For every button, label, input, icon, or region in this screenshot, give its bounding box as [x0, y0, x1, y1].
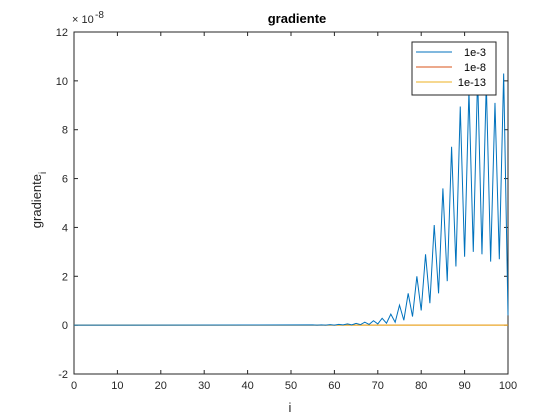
- y-tick-label: 8: [62, 125, 68, 137]
- y-tick-label: 12: [56, 27, 68, 39]
- legend-label: 1e-13: [458, 77, 486, 89]
- x-tick-label: 30: [198, 380, 210, 392]
- y-tick-label: 2: [62, 271, 68, 283]
- y-tick-label: 0: [62, 320, 68, 332]
- y-exponent-base: × 10: [72, 14, 94, 26]
- x-tick-label: 100: [499, 380, 517, 392]
- x-tick-label: 10: [111, 380, 123, 392]
- x-tick-label: 60: [328, 380, 340, 392]
- series-layer: [73, 73, 509, 326]
- x-tick-label: 0: [71, 380, 77, 392]
- x-tick-label: 50: [285, 380, 297, 392]
- y-tick-label: -2: [58, 369, 68, 381]
- y-axis-label: gradientei: [29, 172, 49, 228]
- y-exponent-power: -8: [95, 10, 104, 21]
- series-line-1e-3: [73, 73, 509, 326]
- y-axis-label-subscript: i: [38, 172, 49, 174]
- svg-text:gradientei: gradientei: [29, 172, 49, 228]
- x-axis-ticks: 0 10 20 30 40 50 60 70 80 90 100: [71, 32, 517, 392]
- x-tick-label: 70: [372, 380, 384, 392]
- y-tick-label: 4: [62, 222, 68, 234]
- y-axis-label-main: gradiente: [29, 174, 44, 228]
- x-tick-label: 40: [241, 380, 253, 392]
- legend-label: 1e-3: [464, 47, 486, 59]
- legend: 1e-3 1e-8 1e-13: [411, 41, 497, 96]
- chart-title: gradiente: [268, 11, 327, 26]
- y-tick-label: 6: [62, 174, 68, 186]
- legend-label: 1e-8: [464, 62, 486, 74]
- y-tick-label: 10: [56, 76, 68, 88]
- x-axis-label: i: [289, 400, 292, 415]
- x-tick-label: 80: [415, 380, 427, 392]
- legend-box: [411, 41, 497, 96]
- x-tick-label: 20: [155, 380, 167, 392]
- x-tick-label: 90: [458, 380, 470, 392]
- y-axis-ticks: -2 0 2 4 6 8 10 12: [56, 27, 508, 381]
- y-axis-exponent: × 10 -8: [72, 10, 104, 26]
